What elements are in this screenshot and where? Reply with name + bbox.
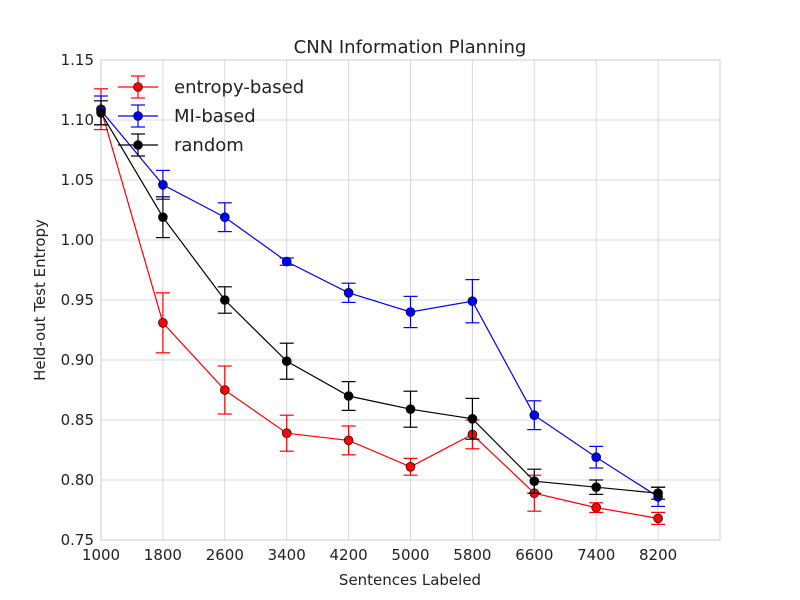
data-point [96,108,106,118]
y-tick-label: 1.00 [61,231,94,249]
data-point [281,428,292,439]
data-point [591,452,602,463]
y-tick-labels: 0.75 0.80 0.85 0.90 0.95 1.00 1.05 1.10 1.15 [61,51,94,549]
data-point [529,476,540,487]
data-point [653,513,663,524]
y-axis-label: Held-out Test Entropy [31,219,49,381]
data-point [158,212,168,222]
legend-item: random [118,133,244,157]
x-tick-label: 1000 [82,546,120,564]
legend: entropy-based MI-based random [118,75,304,157]
plot-frame [100,59,721,541]
x-tick-label: 5800 [453,546,491,564]
data-point [281,256,292,267]
data-point [343,287,354,298]
y-tick-label: 0.80 [61,471,94,489]
legend-label: MI-based [174,106,256,127]
series-line [100,110,659,498]
legend-item: MI-based [118,104,256,128]
y-tick-label: 1.05 [61,171,94,189]
data-point [343,435,354,446]
legend-item: entropy-based [118,75,304,99]
data-point [158,317,168,328]
data-point [343,391,354,401]
data-point [405,461,416,472]
data-point [467,296,478,307]
series-layer [94,88,666,526]
x-tick-label: 8200 [639,546,677,564]
legend-label: entropy-based [174,77,304,98]
data-point [220,212,230,222]
legend-marker [133,111,143,121]
series-line [100,112,659,494]
chart-title: CNN Information Planning [294,37,527,58]
data-point [467,413,478,424]
x-tick-labels: 1000 1800 2600 3400 4200 5000 5800 6600 7400 8200 [82,546,677,564]
x-tick-label: 4200 [330,546,368,564]
x-tick-label: 2600 [206,546,244,564]
x-tick-label: 5000 [391,546,429,564]
x-tick-label: 1800 [144,546,182,564]
data-point [220,385,230,395]
y-tick-label: 0.90 [61,351,94,369]
y-tick-label: 1.15 [61,51,94,69]
x-tick-label: 3400 [268,546,306,564]
legend-marker [133,140,143,150]
x-tick-label: 6600 [515,546,553,564]
data-point [281,356,292,367]
legend-marker [133,82,143,92]
x-tick-label: 7400 [577,546,615,564]
y-tick-label: 0.95 [61,291,94,309]
series-random [94,100,666,500]
y-tick-label: 1.10 [61,111,94,129]
data-point [653,488,663,499]
x-axis-label: Sentences Labeled [339,571,481,589]
legend-label: random [174,135,244,156]
data-point [591,502,602,513]
data-point [158,180,168,190]
data-point [529,410,540,421]
data-point [220,295,230,305]
y-tick-label: 0.75 [61,531,94,549]
series-line [100,109,659,519]
data-point [405,404,416,415]
data-point [405,307,416,317]
y-tick-label: 0.85 [61,411,94,429]
data-point [591,482,602,493]
